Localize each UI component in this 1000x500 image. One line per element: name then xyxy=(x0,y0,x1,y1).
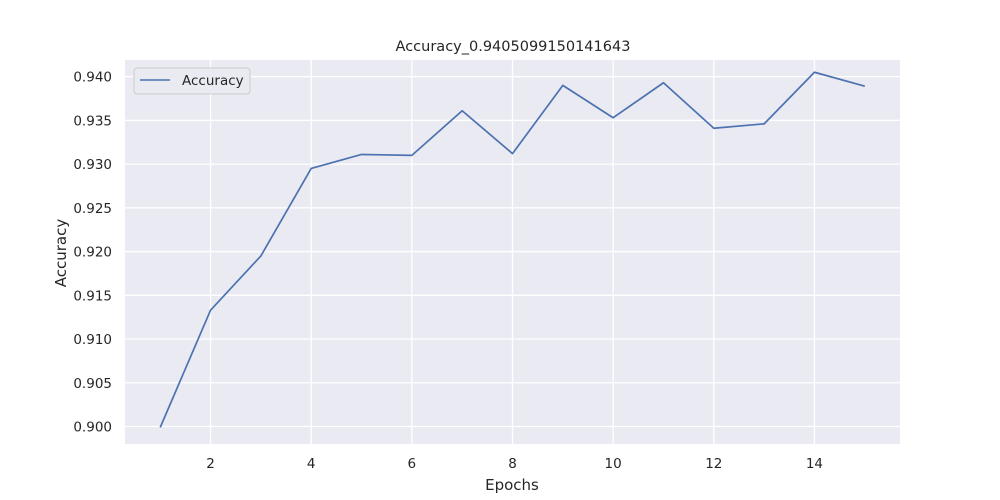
y-axis-ticks: 0.900 0.905 0.910 0.915 0.920 0.925 0.930 0.935… xyxy=(73,70,112,436)
y-tick-label: 0.910 xyxy=(73,332,112,348)
series-layer xyxy=(159,71,866,428)
x-tick-label: 10 xyxy=(605,456,622,472)
y-tick-label: 0.905 xyxy=(73,376,112,392)
x-tick-label: 2 xyxy=(206,456,215,472)
y-tick-label: 0.940 xyxy=(73,70,112,86)
y-tick-label: 0.920 xyxy=(73,245,112,261)
x-axis-label: Epochs xyxy=(485,476,539,494)
legend: Accuracy xyxy=(133,67,251,95)
x-tick-label: 8 xyxy=(508,456,517,472)
y-axis-label: Accuracy xyxy=(52,219,70,288)
x-tick-label: 12 xyxy=(705,456,722,472)
x-tick-label: 4 xyxy=(307,456,316,472)
chart-title: Accuracy_0.9405099150141643 xyxy=(396,39,631,55)
legend-box xyxy=(133,67,251,95)
x-tick-label: 14 xyxy=(806,456,823,472)
legend-entry-accuracy: Accuracy xyxy=(182,73,244,89)
y-tick-label: 0.915 xyxy=(73,288,112,304)
x-axis-ticks: 2 4 6 8 10 12 14 xyxy=(206,456,823,472)
y-tick-label: 0.935 xyxy=(73,113,112,129)
y-tick-label: 0.900 xyxy=(73,420,112,436)
y-tick-label: 0.930 xyxy=(73,157,112,173)
y-tick-label: 0.925 xyxy=(73,201,112,217)
x-tick-label: 6 xyxy=(408,456,417,472)
grid xyxy=(125,60,900,444)
